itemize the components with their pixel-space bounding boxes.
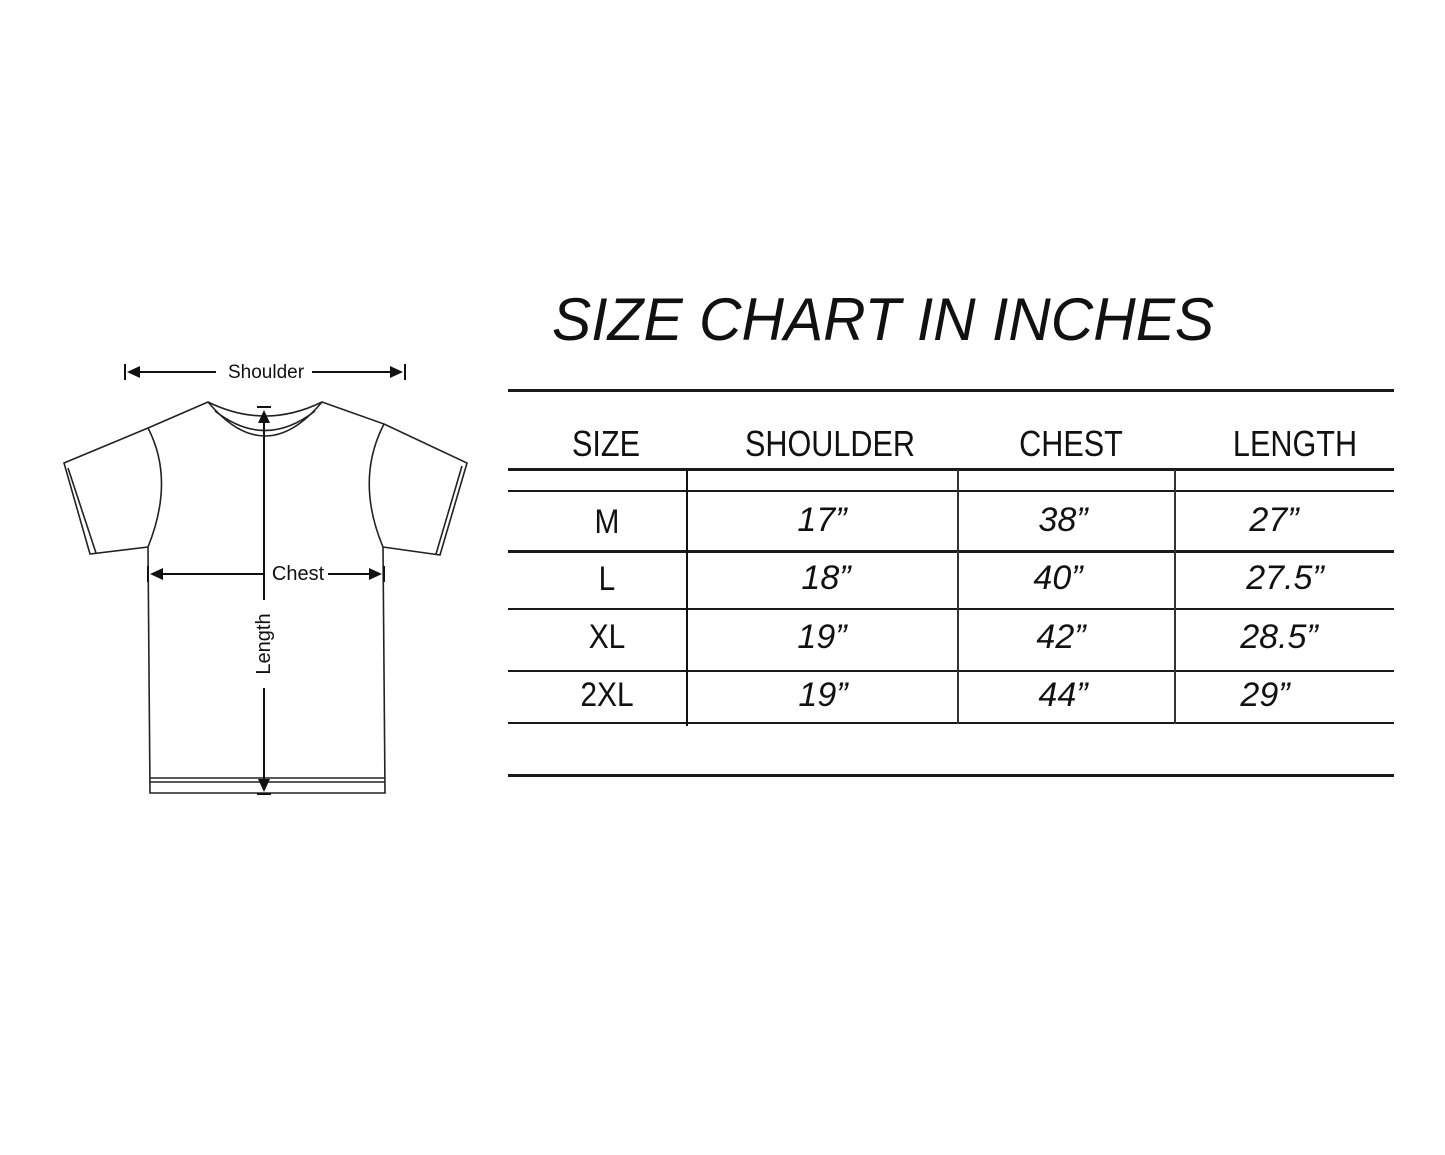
cell-shoulder: 18” xyxy=(801,559,851,597)
header-chest: CHEST xyxy=(1019,423,1123,464)
header-length: LENGTH xyxy=(1232,423,1358,464)
tshirt-diagram: Shoulder Chest Length xyxy=(63,362,468,795)
cell-size: 2XL xyxy=(580,676,634,714)
cell-shoulder: 19” xyxy=(797,618,847,656)
row-divider xyxy=(508,550,1394,553)
cell-size: M xyxy=(594,503,620,541)
row-divider xyxy=(508,490,1394,492)
shoulder-label: Shoulder xyxy=(228,362,305,383)
cell-length: 27.5” xyxy=(1246,559,1324,597)
cell-chest: 38” xyxy=(1038,501,1088,539)
column-divider xyxy=(686,470,688,726)
cell-chest: 44” xyxy=(1038,676,1088,714)
cell-shoulder: 19” xyxy=(798,676,848,714)
cell-chest: 40” xyxy=(1033,559,1083,597)
table-bottom-rule xyxy=(508,774,1394,777)
row-divider xyxy=(508,722,1394,724)
cell-length: 29” xyxy=(1240,676,1290,714)
row-divider xyxy=(508,670,1394,672)
header-rule xyxy=(508,468,1394,471)
table-top-rule xyxy=(508,389,1394,392)
header-shoulder: SHOULDER xyxy=(744,423,916,464)
row-divider xyxy=(508,608,1394,610)
length-label: Length xyxy=(253,613,275,674)
cell-size: L xyxy=(598,560,616,598)
chest-label: Chest xyxy=(272,563,325,585)
chart-title: SIZE CHART IN INCHES xyxy=(552,286,1215,353)
cell-chest: 42” xyxy=(1036,618,1086,656)
cell-size: XL xyxy=(588,618,626,656)
cell-length: 27” xyxy=(1249,501,1299,539)
column-divider xyxy=(1174,470,1176,724)
cell-length: 28.5” xyxy=(1240,618,1318,656)
header-size: SIZE xyxy=(571,423,640,464)
tshirt-outline xyxy=(63,401,468,794)
cell-shoulder: 17” xyxy=(797,501,847,539)
column-divider xyxy=(957,470,959,724)
